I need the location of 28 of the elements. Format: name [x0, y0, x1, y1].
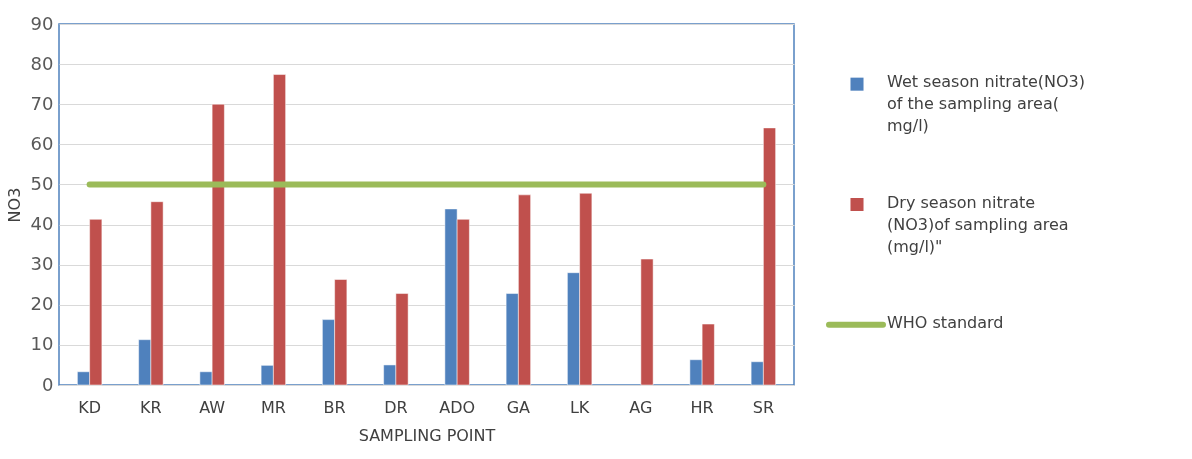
y-axis-title: NO3 [4, 187, 24, 223]
x-tick-label: SR [752, 397, 775, 417]
legend-label: WHO standard [887, 312, 1004, 332]
x-tick-label: LK [569, 397, 590, 417]
bar [640, 258, 654, 386]
y-tick-label: 0 [42, 373, 54, 395]
y-tick-label: 90 [30, 12, 54, 34]
x-tick-label: AG [629, 397, 653, 417]
y-tick-label: 30 [30, 253, 54, 275]
y-tick-label: 60 [30, 132, 54, 154]
x-tick-label: DR [384, 397, 408, 417]
y-tick-label: 50 [30, 172, 54, 194]
y-tick-label: 70 [30, 92, 54, 114]
x-tick-label: KD [78, 397, 102, 417]
y-tick-label: 80 [30, 52, 54, 74]
legend-label: Wet season nitrate(NO3) of the sampling area( mg/l) [887, 72, 1086, 136]
x-tick-label: MR [260, 397, 286, 417]
x-tick-label: HR [690, 397, 714, 417]
x-axis-title: SAMPLING POINT [358, 425, 496, 445]
x-tick-label: GA [506, 397, 531, 417]
x-tick-label: BR [323, 397, 346, 417]
y-tick-label: 20 [30, 293, 54, 315]
x-tick-label: KR [140, 397, 162, 417]
legend-label: Dry season nitrate (NO3)of sampling area (mg/l)" [887, 192, 1069, 256]
x-tick-label: AW [199, 397, 226, 417]
y-tick-label: 10 [30, 333, 54, 355]
x-tick-label: ADO [439, 397, 476, 417]
y-tick-label: 40 [30, 213, 54, 235]
